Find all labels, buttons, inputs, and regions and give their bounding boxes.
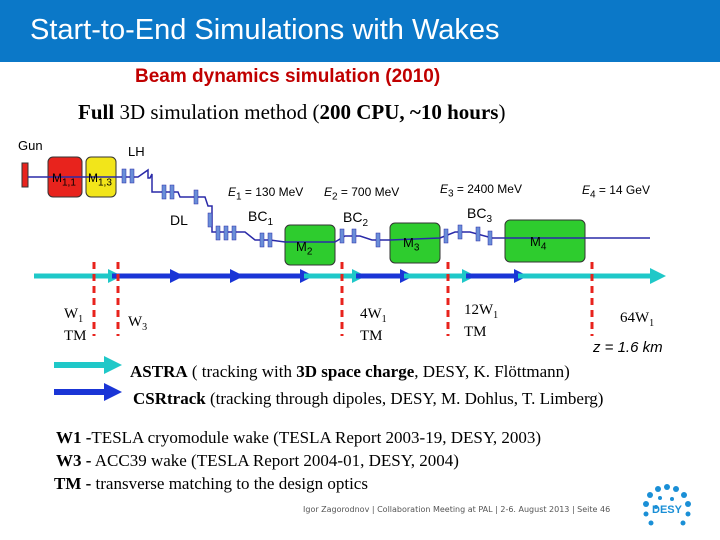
energy-e4: E4 = 14 GeV	[582, 183, 650, 201]
dl-label: DL	[170, 212, 188, 228]
wake-label-5: 64W1	[620, 310, 655, 329]
gun-box	[21, 162, 29, 188]
bc2-label: BC2	[343, 209, 369, 229]
method-bold-1: Full	[78, 100, 115, 124]
wake-label-4: 12W1 TM	[464, 302, 499, 340]
beamline-diagram	[21, 156, 666, 401]
slide-subtitle: Beam dynamics simulation (2010)	[135, 66, 441, 87]
header-bar: Start-to-End Simulations with Wakes	[0, 0, 720, 62]
module-m3-label: M3	[403, 235, 420, 254]
distance-label: z = 1.6 km	[593, 339, 663, 356]
slide-title: Start-to-End Simulations with Wakes	[30, 14, 500, 46]
module-m4-label: M4	[530, 234, 547, 253]
quadrupole-magnets	[121, 168, 493, 248]
method-text-1: 3D simulation method (	[114, 100, 320, 124]
module-m13-label: M1,3	[88, 171, 112, 189]
footer-text: Igor Zagorodnov | Collaboration Meeting …	[303, 505, 611, 514]
wake-markers	[92, 262, 594, 336]
desy-logo: DESY	[643, 484, 691, 526]
logo-text: DESY	[652, 504, 683, 516]
method-bold-2: 200 CPU, ~10 hours	[319, 100, 499, 124]
module-m11-label: M1,1	[52, 171, 76, 189]
energy-e2: E2 = 700 MeV	[324, 185, 400, 203]
bc3-label: BC3	[467, 205, 493, 225]
energy-e3: E3 = 2400 MeV	[440, 182, 522, 200]
module-m3	[389, 222, 441, 264]
legend-arrows	[54, 356, 122, 401]
gun-label: Gun	[18, 138, 43, 153]
note-tm: TM - transverse matching to the design o…	[54, 474, 368, 493]
lh-label: LH	[128, 144, 145, 159]
tracking-arrows	[34, 268, 666, 284]
module-m2-label: M2	[296, 239, 313, 258]
wake-label-1: W1 TM	[64, 306, 87, 344]
module-m4	[504, 219, 586, 263]
method-line: Full 3D simulation method (200 CPU, ~10 …	[78, 100, 505, 125]
note-w3: W3 - ACC39 wake (TESLA Report 2004-01, D…	[56, 451, 459, 470]
wake-notes: W1 -TESLA cryomodule wake (TESLA Report …	[54, 426, 541, 495]
note-w1: W1 -TESLA cryomodule wake (TESLA Report …	[56, 428, 542, 447]
wake-label-3: 4W1 TM	[360, 306, 387, 344]
legend-csrtrack: CSRtrack (tracking through dipoles, DESY…	[133, 389, 604, 408]
energy-e1: E1 = 130 MeV	[228, 185, 304, 203]
wake-label-2: W3	[128, 314, 148, 333]
method-text-2: )	[498, 100, 506, 124]
bc1-label: BC1	[248, 208, 274, 228]
legend-astra: ASTRA ( tracking with 3D space charge, D…	[130, 362, 570, 381]
module-m2	[284, 224, 336, 266]
